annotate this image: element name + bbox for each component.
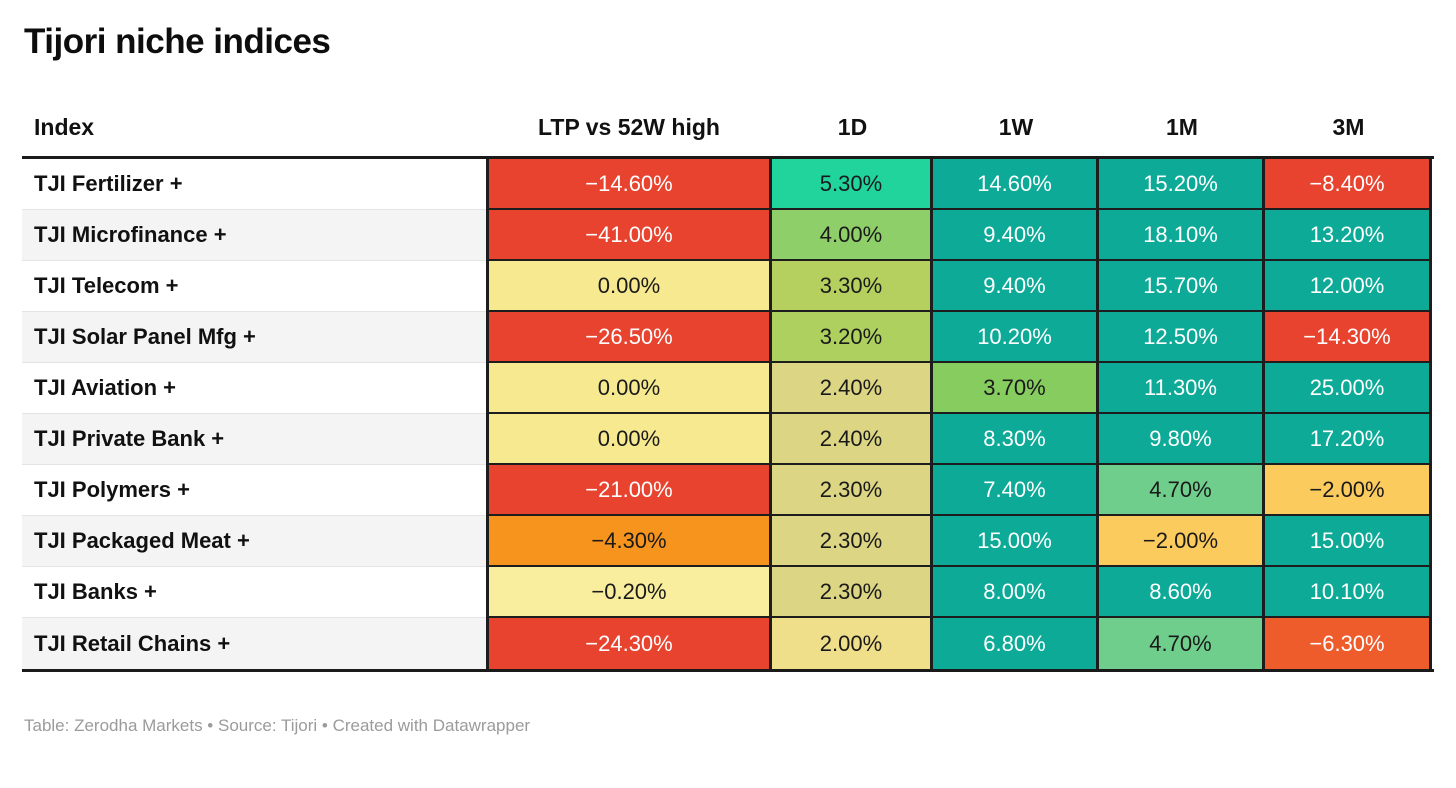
index-name-expandable[interactable]: TJI Telecom + — [22, 261, 486, 312]
value-cell: 2.30% — [772, 516, 933, 567]
value-cell: 4.70% — [1099, 618, 1265, 669]
value-cell: 4.70% — [1099, 465, 1265, 516]
value-cell: −21.00% — [486, 465, 772, 516]
value-cell: 15.20% — [1099, 159, 1265, 210]
page-title: Tijori niche indices — [24, 22, 331, 61]
value-cell: 3.20% — [772, 312, 933, 363]
index-name-expandable[interactable]: TJI Private Bank + — [22, 414, 486, 465]
index-name-expandable[interactable]: TJI Microfinance + — [22, 210, 486, 261]
value-cell: 12.50% — [1099, 312, 1265, 363]
value-cell: −0.20% — [486, 567, 772, 618]
column-header-3m: 3M — [1332, 114, 1365, 140]
column-header-1m: 1M — [1166, 114, 1198, 140]
value-cell: 15.00% — [1265, 516, 1432, 567]
value-cell: 25.00% — [1265, 363, 1432, 414]
value-cell: 10.10% — [1265, 567, 1432, 618]
column-header-1d: 1D — [837, 114, 868, 140]
value-cell: −24.30% — [486, 618, 772, 669]
value-cell: 18.10% — [1099, 210, 1265, 261]
value-cell: 9.40% — [933, 261, 1099, 312]
value-cell: 2.30% — [772, 567, 933, 618]
index-name-expandable[interactable]: TJI Fertilizer + — [22, 159, 486, 210]
value-cell: 2.40% — [772, 414, 933, 465]
table-body: TJI Fertilizer + −14.60% 5.30% 14.60% 15.20%… — [22, 159, 1434, 672]
value-cell: −6.30% — [1265, 618, 1432, 669]
table-row: TJI Fertilizer + −14.60% 5.30% 14.60% 15.20%… — [22, 159, 1434, 210]
table-header-row: Index LTP vs 52W high 1D 1W 1M 3M — [22, 114, 1434, 159]
attribution-footer: Table: Zerodha Markets • Source: Tijori … — [24, 716, 531, 735]
value-cell: −2.00% — [1099, 516, 1265, 567]
value-cell: 7.40% — [933, 465, 1099, 516]
table-row: TJI Solar Panel Mfg + −26.50% 3.20% 10.20% 1… — [22, 312, 1434, 363]
value-cell: 14.60% — [933, 159, 1099, 210]
column-header-1w: 1W — [998, 114, 1034, 140]
value-cell: 11.30% — [1099, 363, 1265, 414]
datawrapper-table-page: Tijori niche indices Index LTP vs 52W hi… — [0, 22, 1456, 736]
value-cell: 13.20% — [1265, 210, 1432, 261]
value-cell: 17.20% — [1265, 414, 1432, 465]
table-row: TJI Banks + −0.20% 2.30% 8.00% 8.60% 10.10% — [22, 567, 1434, 618]
table-row: TJI Telecom +0.00% 3.30% 9.40% 15.70% 12.00% — [22, 261, 1434, 312]
column-header-ltp-vs-52w-high: LTP vs 52W high — [538, 114, 720, 140]
value-cell: 10.20% — [933, 312, 1099, 363]
value-cell: 4.00% — [772, 210, 933, 261]
value-cell: 9.80% — [1099, 414, 1265, 465]
value-cell: 3.30% — [772, 261, 933, 312]
index-name-expandable[interactable]: TJI Packaged Meat + — [22, 516, 486, 567]
value-cell: 8.30% — [933, 414, 1099, 465]
value-cell: −2.00% — [1265, 465, 1432, 516]
table-row: TJI Packaged Meat + −4.30% 2.30% 15.00% −2.0… — [22, 516, 1434, 567]
table-row: TJI Aviation +0.00% 2.40% 3.70% 11.30% 25.00… — [22, 363, 1434, 414]
table-row: TJI Retail Chains + −24.30% 2.00% 6.80% 4.70… — [22, 618, 1434, 669]
value-cell: −4.30% — [486, 516, 772, 567]
value-cell: −26.50% — [486, 312, 772, 363]
value-cell: −14.30% — [1265, 312, 1432, 363]
value-cell: 15.00% — [933, 516, 1099, 567]
table-row: TJI Polymers + −21.00% 2.30% 7.40% 4.70% −2.0… — [22, 465, 1434, 516]
index-name-expandable[interactable]: TJI Aviation + — [22, 363, 486, 414]
value-cell: 15.70% — [1099, 261, 1265, 312]
value-cell: 0.00% — [486, 363, 772, 414]
index-name-expandable[interactable]: TJI Retail Chains + — [22, 618, 486, 669]
value-cell: 9.40% — [933, 210, 1099, 261]
value-cell: 3.70% — [933, 363, 1099, 414]
value-cell: −14.60% — [486, 159, 772, 210]
value-cell: 0.00% — [486, 414, 772, 465]
column-header-index: Index — [34, 114, 95, 140]
value-cell: 2.00% — [772, 618, 933, 669]
value-cell: 12.00% — [1265, 261, 1432, 312]
table-row: TJI Microfinance + −41.00% 4.00% 9.40% 18.10… — [22, 210, 1434, 261]
value-cell: 2.40% — [772, 363, 933, 414]
index-name-expandable[interactable]: TJI Banks + — [22, 567, 486, 618]
value-cell: 0.00% — [486, 261, 772, 312]
value-cell: 8.00% — [933, 567, 1099, 618]
value-cell: 2.30% — [772, 465, 933, 516]
value-cell: 8.60% — [1099, 567, 1265, 618]
value-cell: 6.80% — [933, 618, 1099, 669]
value-cell: 5.30% — [772, 159, 933, 210]
index-name-expandable[interactable]: TJI Solar Panel Mfg + — [22, 312, 486, 363]
table-row: TJI Private Bank +0.00% 2.40% 8.30% 9.80% 17… — [22, 414, 1434, 465]
value-cell: −8.40% — [1265, 159, 1432, 210]
value-cell: −41.00% — [486, 210, 772, 261]
index-name-expandable[interactable]: TJI Polymers + — [22, 465, 486, 516]
